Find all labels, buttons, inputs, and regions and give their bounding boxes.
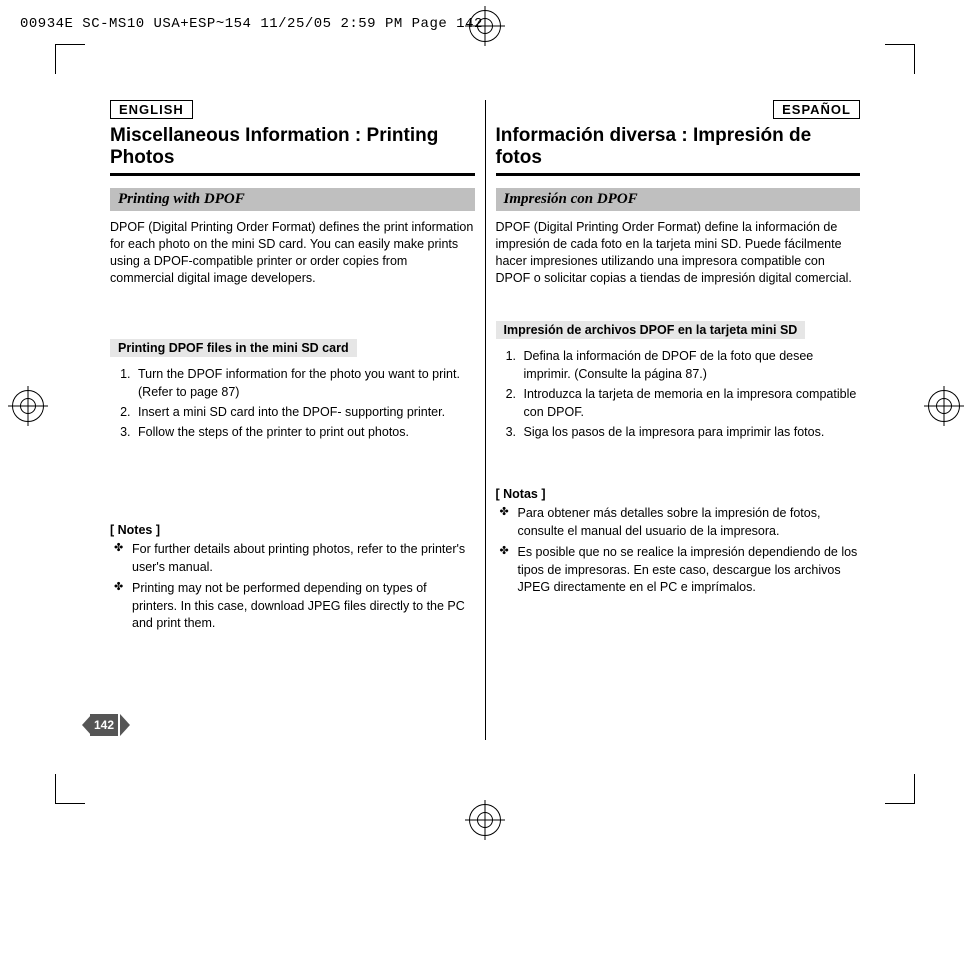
list-item: For further details about printing photo… — [110, 541, 475, 576]
registration-mark-icon — [924, 386, 964, 426]
document-page: 00934E SC-MS10 USA+ESP~154 11/25/05 2:59… — [0, 0, 971, 954]
column-title-left: Miscellaneous Information : Printing Pho… — [110, 125, 475, 173]
section-heading-left: Printing with DPOF — [110, 188, 475, 211]
sub-heading-left: Printing DPOF files in the mini SD card — [110, 339, 357, 357]
steps-list-left: Turn the DPOF information for the photo … — [110, 365, 475, 442]
notes-heading-right: [ Notas ] — [496, 487, 861, 501]
list-item: Follow the steps of the printer to print… — [134, 423, 475, 441]
sub-heading-right: Impresión de archivos DPOF en la tarjeta… — [496, 321, 806, 339]
list-item: Insert a mini SD card into the DPOF- sup… — [134, 403, 475, 421]
page-number-badge: 142 — [88, 712, 128, 738]
list-item: Siga los pasos de la impresora para impr… — [520, 423, 861, 441]
registration-mark-icon — [465, 6, 505, 46]
list-item: Turn the DPOF information for the photo … — [134, 365, 475, 401]
page-number: 142 — [90, 714, 118, 736]
registration-mark-icon — [465, 800, 505, 840]
registration-mark-icon — [8, 386, 48, 426]
list-item: Es posible que no se realice la impresió… — [496, 544, 861, 597]
list-item: Defina la información de DPOF de la foto… — [520, 347, 861, 383]
title-rule — [110, 173, 475, 176]
notes-list-left: For further details about printing photo… — [110, 541, 475, 633]
notes-heading-left: [ Notes ] — [110, 523, 475, 537]
title-rule — [496, 173, 861, 176]
lang-row: ESPAÑOL — [496, 100, 861, 119]
lang-row: ENGLISH — [110, 100, 475, 119]
right-column: ESPAÑOL Información diversa : Impresión … — [486, 100, 871, 740]
list-item: Introduzca la tarjeta de memoria en la i… — [520, 385, 861, 421]
language-badge-espanol: ESPAÑOL — [773, 100, 860, 119]
content-area: ENGLISH Miscellaneous Information : Prin… — [100, 100, 870, 740]
left-column: ENGLISH Miscellaneous Information : Prin… — [100, 100, 485, 740]
print-job-header: 00934E SC-MS10 USA+ESP~154 11/25/05 2:59… — [20, 16, 483, 32]
list-item: Para obtener más detalles sobre la impre… — [496, 505, 861, 540]
intro-text-left: DPOF (Digital Printing Order Format) def… — [110, 219, 475, 287]
intro-text-right: DPOF (Digital Printing Order Format) def… — [496, 219, 861, 287]
list-item: Printing may not be performed depending … — [110, 580, 475, 633]
notes-list-right: Para obtener más detalles sobre la impre… — [496, 505, 861, 597]
column-title-right: Información diversa : Impresión de fotos — [496, 125, 861, 173]
language-badge-english: ENGLISH — [110, 100, 193, 119]
steps-list-right: Defina la información de DPOF de la foto… — [496, 347, 861, 442]
section-heading-right: Impresión con DPOF — [496, 188, 861, 211]
